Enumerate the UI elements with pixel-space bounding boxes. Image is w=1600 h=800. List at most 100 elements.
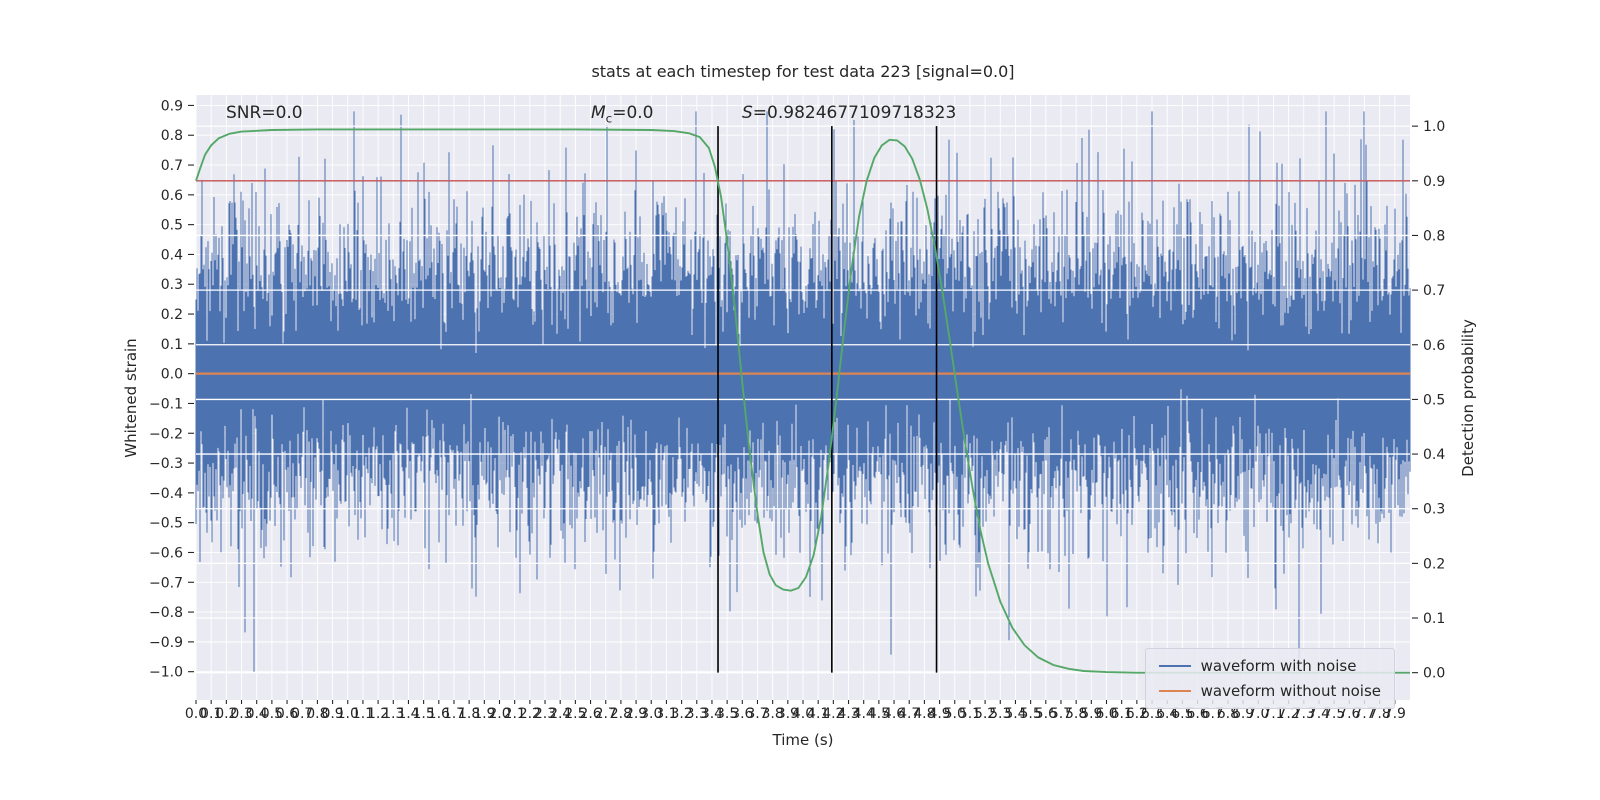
x-tick-label: 3.4 [701, 706, 723, 722]
x-tick-label: 3.8 [762, 706, 784, 722]
x-tick-label: 2.2 [519, 706, 541, 722]
x-tick-label: 2.6 [579, 706, 601, 722]
right-tick-label: 0.4 [1423, 447, 1445, 463]
right-tick-label: 0.5 [1423, 392, 1445, 408]
x-tick-label: 4.8 [913, 706, 935, 722]
x-tick-label: 0.1 [200, 706, 222, 722]
legend-label-with-noise: waveform with noise [1200, 657, 1357, 675]
x-tick-label: 5.3 [989, 706, 1011, 722]
x-tick-label: 3.9 [777, 706, 799, 722]
x-tick-label: 4.1 [807, 706, 829, 722]
x-tick-label: 7.5 [1323, 706, 1345, 722]
left-tick-label: −0.7 [149, 575, 183, 591]
x-tick-label: 6.1 [1111, 706, 1133, 722]
left-tick-label: 0.5 [161, 218, 183, 234]
x-tick-label: 0.0 [185, 706, 207, 722]
chart-title: stats at each timestep for test data 223… [591, 62, 1015, 81]
detection-probability-series [195, 128, 1410, 674]
left-tick-label: 0.9 [161, 98, 183, 114]
legend: waveform with noise waveform without noi… [1144, 648, 1395, 709]
x-tick-label: 7.7 [1353, 706, 1375, 722]
x-tick-label: 1.5 [412, 706, 434, 722]
left-tick-label: −0.6 [149, 545, 183, 561]
x-tick-label: 6.9 [1232, 706, 1254, 722]
x-tick-label: 2.8 [610, 706, 632, 722]
x-tick-label: 0.2 [215, 706, 237, 722]
x-tick-label: 3.7 [746, 706, 768, 722]
right-tick-label: 0.9 [1423, 174, 1445, 190]
x-tick-label: 3.5 [716, 706, 738, 722]
x-tick-label: 4.9 [928, 706, 950, 722]
annotation-snr: SNR=0.0 [226, 103, 303, 123]
x-tick-label: 2.9 [625, 706, 647, 722]
right-tick-label: 1.0 [1423, 119, 1445, 135]
x-tick-label: 0.5 [261, 706, 283, 722]
x-tick-label: 5.8 [1065, 706, 1087, 722]
x-tick-label: 4.0 [792, 706, 814, 722]
x-tick-label: 1.4 [397, 706, 419, 722]
x-tick-label: 4.7 [898, 706, 920, 722]
x-tick-label: 2.5 [564, 706, 586, 722]
right-tick-label: 0.7 [1423, 283, 1445, 299]
x-tick-label: 4.5 [868, 706, 890, 722]
annotation-chirp-mass: Mc=0.0 [591, 103, 654, 126]
x-tick-label: 7.6 [1338, 706, 1360, 722]
left-tick-label: 0.0 [161, 367, 183, 383]
legend-swatch-without-noise [1158, 690, 1191, 692]
x-tick-label: 3.1 [655, 706, 677, 722]
x-tick-label: 0.7 [291, 706, 313, 722]
right-tick-label: 0.2 [1423, 556, 1445, 572]
left-tick-label: 0.4 [161, 247, 183, 263]
right-tick-label: 0.8 [1423, 228, 1445, 244]
x-tick-label: 5.9 [1080, 706, 1102, 722]
x-tick-label: 6.6 [1186, 706, 1208, 722]
x-tick-label: 7.2 [1277, 706, 1299, 722]
x-tick-label: 1.1 [352, 706, 374, 722]
x-tick-label: 5.1 [959, 706, 981, 722]
x-tick-label: 6.0 [1095, 706, 1117, 722]
left-tick-label: 0.3 [161, 277, 183, 293]
x-tick-label: 7.4 [1308, 706, 1330, 722]
left-tick-label: 0.7 [161, 158, 183, 174]
left-y-axis-label: Whitened strain [122, 338, 140, 458]
x-tick-label: 3.6 [731, 706, 753, 722]
right-tick-label: 0.6 [1423, 338, 1445, 354]
right-tick-label: 0.1 [1423, 611, 1445, 627]
x-tick-label: 2.0 [488, 706, 510, 722]
right-tick-label: 0.3 [1423, 502, 1445, 518]
x-tick-label: 2.4 [549, 706, 571, 722]
x-tick-label: 5.4 [1004, 706, 1026, 722]
x-axis-label: Time (s) [772, 731, 834, 749]
x-tick-label: 2.1 [504, 706, 526, 722]
x-tick-label: 1.3 [382, 706, 404, 722]
annotation-score: S=0.9824677109718323 [742, 103, 957, 123]
x-tick-label: 4.2 [822, 706, 844, 722]
x-tick-label: 1.8 [458, 706, 480, 722]
legend-item-without-noise: waveform without noise [1158, 682, 1381, 700]
x-tick-label: 7.3 [1293, 706, 1315, 722]
x-tick-label: 2.3 [534, 706, 556, 722]
x-tick-label: 3.0 [640, 706, 662, 722]
x-tick-label: 5.2 [974, 706, 996, 722]
x-tick-label: 6.5 [1171, 706, 1193, 722]
x-tick-label: 3.2 [670, 706, 692, 722]
legend-label-without-noise: waveform without noise [1200, 682, 1381, 700]
x-tick-label: 0.6 [276, 706, 298, 722]
left-tick-label: −0.1 [149, 396, 183, 412]
x-tick-label: 0.9 [321, 706, 343, 722]
right-y-axis-label: Detection probability [1459, 319, 1477, 477]
x-tick-label: 1.7 [443, 706, 465, 722]
x-tick-label: 4.3 [837, 706, 859, 722]
x-tick-label: 7.9 [1384, 706, 1406, 722]
legend-item-with-noise: waveform with noise [1158, 657, 1381, 675]
x-tick-label: 6.4 [1156, 706, 1178, 722]
x-tick-label: 7.0 [1247, 706, 1269, 722]
left-tick-label: −0.5 [149, 516, 183, 532]
x-tick-label: 4.6 [883, 706, 905, 722]
x-tick-label: 7.8 [1369, 706, 1391, 722]
x-tick-label: 1.2 [367, 706, 389, 722]
x-tick-label: 1.9 [473, 706, 495, 722]
left-tick-label: −0.8 [149, 605, 183, 621]
